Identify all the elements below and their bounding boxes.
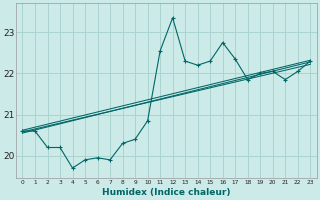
X-axis label: Humidex (Indice chaleur): Humidex (Indice chaleur) bbox=[102, 188, 231, 197]
